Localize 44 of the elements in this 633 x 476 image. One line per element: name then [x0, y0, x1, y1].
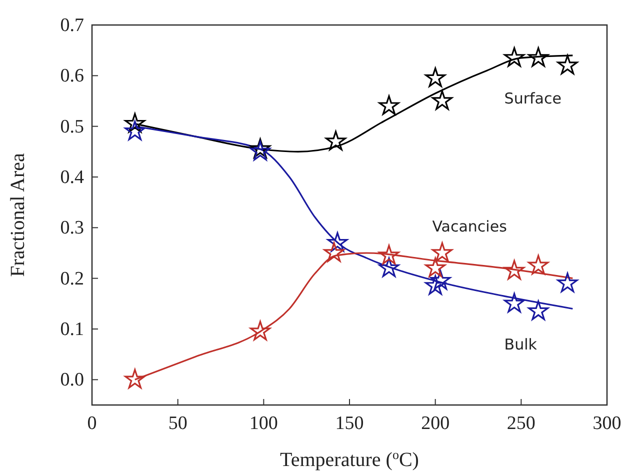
point — [504, 47, 525, 67]
point — [528, 300, 549, 320]
point — [425, 275, 446, 295]
x-tick-label: 150 — [335, 413, 364, 434]
point — [378, 244, 400, 264]
x-tick-label: 0 — [87, 413, 97, 434]
point — [432, 90, 452, 110]
x-tick-label: 250 — [506, 413, 536, 434]
point — [124, 368, 146, 388]
y-tick-label: 0.7 — [60, 15, 84, 36]
point — [557, 54, 578, 74]
point — [327, 232, 348, 252]
point — [324, 242, 344, 262]
y-tick-label: 0.4 — [60, 167, 84, 188]
point — [557, 272, 578, 292]
point — [326, 130, 346, 150]
x-tick-label: 300 — [592, 413, 622, 434]
point — [425, 258, 446, 278]
y-tick-label: 0.0 — [60, 370, 84, 391]
x-tick-label: 100 — [249, 413, 278, 434]
point — [430, 270, 451, 290]
point — [378, 95, 400, 115]
x-tick-label: 200 — [421, 413, 450, 434]
point — [378, 258, 400, 278]
y-tick-label: 0.5 — [60, 116, 84, 138]
point — [528, 254, 549, 274]
y-axis-title: Fractional Area — [7, 152, 29, 277]
x-tick-label: 50 — [168, 413, 188, 434]
x-axis-title: Temperature ($^{o}$C) — [280, 446, 419, 471]
point — [504, 260, 525, 280]
y-tick-label: 0.1 — [60, 319, 84, 340]
point — [124, 120, 146, 140]
y-tick-label: 0.6 — [60, 66, 84, 87]
series-label: Surface — [504, 90, 562, 108]
point — [432, 242, 452, 262]
point — [504, 292, 525, 312]
point — [250, 320, 270, 340]
point — [528, 47, 549, 67]
series-label: Vacancies — [432, 218, 508, 236]
point — [425, 68, 446, 88]
point — [124, 113, 146, 133]
series-label: Bulk — [504, 335, 538, 354]
y-tick-label: 0.2 — [60, 268, 84, 290]
y-tick-label: 0.3 — [60, 218, 84, 239]
